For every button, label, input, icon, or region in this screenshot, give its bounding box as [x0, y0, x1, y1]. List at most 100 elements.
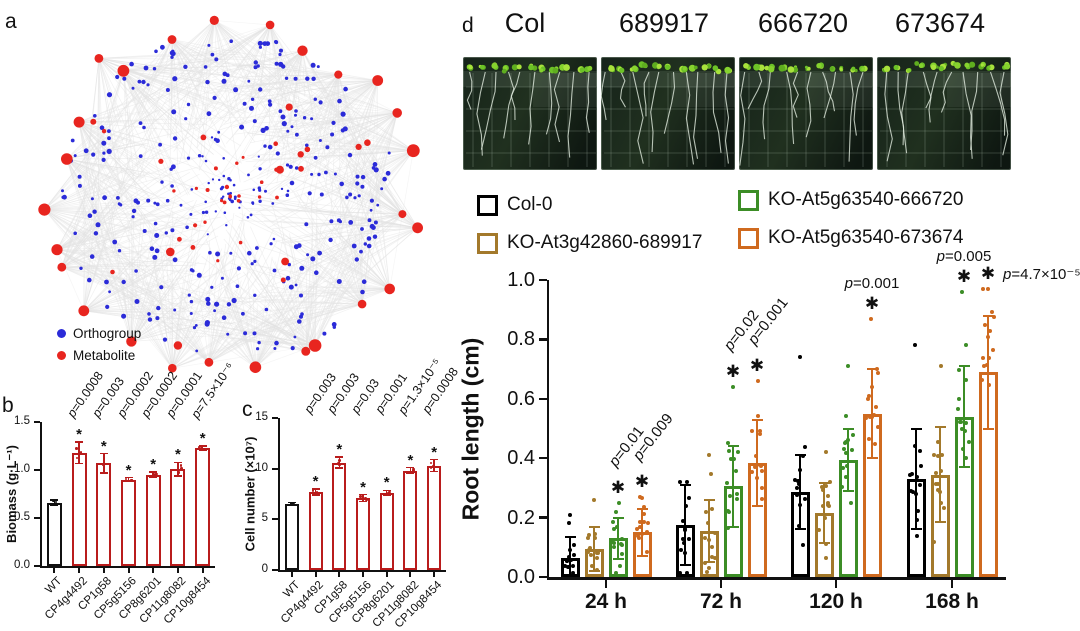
- scatter-dot: [678, 548, 683, 553]
- scatter-dot: [823, 541, 828, 546]
- scatter-dot: [932, 452, 937, 457]
- scatter-dot: [616, 500, 621, 505]
- replicate-dot: [179, 464, 183, 467]
- scatter-dot: [592, 497, 597, 502]
- y-tick: [538, 278, 547, 282]
- scatter-dot: [938, 469, 943, 474]
- significance-star: ✱: [980, 263, 996, 284]
- scatter-dot: [985, 362, 990, 367]
- y-tick-label: 0.0: [507, 566, 535, 588]
- replicate-dot: [338, 463, 341, 467]
- error-bar: [127, 477, 130, 482]
- scatter-dot: [960, 289, 965, 294]
- panel-b-letter: b: [2, 394, 14, 417]
- scatter-dot: [963, 456, 968, 461]
- col0-swatch-icon: [477, 194, 498, 216]
- error-bar: [708, 499, 710, 563]
- scatter-dot: [961, 446, 966, 451]
- scatter-dot: [725, 481, 730, 486]
- scatter-dot: [939, 500, 944, 505]
- scatter-dot: [562, 564, 567, 569]
- scatter-dot: [567, 554, 572, 559]
- error-bar-cap: [173, 461, 182, 464]
- error-bar-cap: [198, 445, 207, 447]
- plate-photo-art: [601, 61, 735, 167]
- legend-label: Col-0: [507, 194, 553, 215]
- bar: [284, 504, 299, 570]
- panel-a-network: a Orthogroup Metabolite: [0, 0, 462, 410]
- significance-star: ✱: [725, 361, 741, 382]
- scatter-dot: [702, 560, 707, 565]
- scatter-dot: [827, 479, 832, 484]
- p-value-label: p=0.001: [844, 274, 900, 292]
- error-bar-cap: [588, 570, 600, 573]
- replicate-dot: [384, 493, 387, 496]
- significance-star: *: [407, 451, 414, 469]
- scatter-dot: [918, 482, 923, 487]
- bar: [332, 462, 347, 570]
- error-bar: [177, 462, 179, 476]
- significance-star: *: [125, 461, 132, 479]
- error-bar-cap: [335, 467, 344, 469]
- scatter-dot: [845, 438, 850, 443]
- y-tick: [538, 575, 547, 579]
- error-bar-cap: [335, 456, 344, 458]
- scatter-dot: [567, 512, 572, 517]
- scatter-dot: [933, 481, 938, 486]
- replicate-dot: [52, 499, 55, 503]
- scatter-dot: [873, 441, 878, 446]
- scatter-dot: [758, 463, 763, 468]
- bar: [195, 447, 211, 566]
- error-bar-cap: [727, 525, 739, 528]
- legend-item-ko-666720: KO-At5g63540-666720: [738, 189, 963, 211]
- error-bar: [152, 471, 154, 478]
- error-bar: [409, 467, 412, 474]
- error-bar: [385, 490, 388, 496]
- scatter-dot: [728, 493, 733, 498]
- x-axis-spine: [546, 577, 1006, 580]
- error-bar-cap: [679, 564, 691, 567]
- scatter-dot: [611, 527, 616, 532]
- scatter-dot: [636, 535, 641, 540]
- scatter-dot: [614, 510, 619, 515]
- scatter-dot: [959, 427, 964, 432]
- scatter-dot: [725, 525, 730, 530]
- scatter-dot: [875, 425, 880, 430]
- scatter-dot: [680, 518, 685, 523]
- scatter-dot: [823, 515, 828, 520]
- significance-star: ✱: [634, 471, 650, 492]
- x-tick: [834, 579, 838, 588]
- scatter-dot: [710, 506, 715, 511]
- y-tick: [538, 397, 547, 401]
- scatter-dot: [935, 488, 940, 493]
- scatter-dot: [637, 524, 642, 529]
- replicate-dot: [102, 465, 106, 469]
- error-bar-cap: [99, 472, 108, 474]
- bar: [308, 491, 323, 570]
- scatter-dot: [919, 463, 924, 468]
- scatter-dot: [595, 551, 600, 556]
- error-bar-cap: [982, 314, 994, 317]
- error-bar-cap: [794, 528, 806, 531]
- significance-star: *: [175, 446, 181, 464]
- scatter-dot: [909, 471, 914, 476]
- scatter-dot: [735, 496, 740, 501]
- error-bar: [53, 499, 56, 506]
- error-bar-cap: [612, 516, 624, 519]
- plate-label-col: Col: [504, 8, 546, 38]
- network-edges: [44, 20, 418, 369]
- x-axis-spine: [278, 570, 446, 572]
- plate-photo-673674: [877, 57, 1011, 170]
- root-length-chart: 0.0 0.2 0.4 0.6 0.8 1.0 Root length (cm) 24 h 72…: [455, 248, 1080, 631]
- scatter-dot: [586, 550, 591, 555]
- scatter-dot: [820, 504, 825, 509]
- scatter-dot: [980, 377, 985, 382]
- scatter-dot: [619, 543, 624, 548]
- y-axis-spine: [546, 280, 549, 580]
- error-bar: [433, 459, 435, 472]
- error-bar-cap: [934, 521, 946, 524]
- replicate-dot: [54, 500, 58, 504]
- scatter-dot: [798, 355, 803, 360]
- plate-photo-art: [877, 60, 1011, 167]
- scatter-dot: [844, 450, 849, 455]
